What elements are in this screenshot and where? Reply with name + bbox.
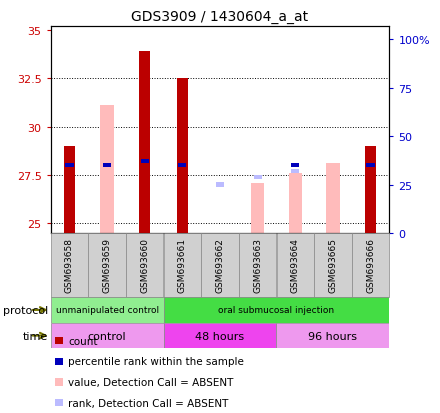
Bar (100, 106, 114, 233)
Text: percentile rank within the sample: percentile rank within the sample (68, 356, 244, 366)
Text: GSM693666: GSM693666 (366, 238, 375, 293)
Bar (178, 164, 187, 168)
Bar (291, 169, 300, 174)
Text: GSM693661: GSM693661 (178, 238, 187, 293)
Text: rank, Detection Call = ABSENT: rank, Detection Call = ABSENT (68, 398, 228, 408)
Text: control: control (88, 331, 126, 341)
Text: 96 hours: 96 hours (308, 331, 357, 341)
FancyBboxPatch shape (276, 323, 389, 349)
FancyBboxPatch shape (352, 233, 389, 297)
Text: GSM693662: GSM693662 (216, 238, 224, 293)
Text: GSM693658: GSM693658 (65, 238, 74, 293)
Text: oral submucosal injection: oral submucosal injection (218, 306, 334, 315)
Text: GSM693665: GSM693665 (328, 238, 337, 293)
FancyBboxPatch shape (88, 233, 126, 297)
Bar (177, 79, 187, 233)
FancyBboxPatch shape (126, 233, 163, 297)
FancyBboxPatch shape (239, 233, 276, 297)
Bar (289, 173, 302, 233)
Bar (291, 164, 300, 168)
Bar (103, 164, 111, 168)
Text: 48 hours: 48 hours (195, 331, 245, 341)
FancyBboxPatch shape (202, 233, 238, 297)
Bar (65, 164, 73, 168)
Bar (326, 164, 340, 233)
Text: GSM693660: GSM693660 (140, 238, 149, 293)
FancyBboxPatch shape (277, 233, 314, 297)
Text: count: count (68, 336, 98, 346)
Bar (251, 183, 264, 233)
Bar (253, 175, 262, 180)
Text: GSM693663: GSM693663 (253, 238, 262, 293)
Text: GDS3909 / 1430604_a_at: GDS3909 / 1430604_a_at (132, 10, 308, 24)
Text: unmanipulated control: unmanipulated control (55, 306, 159, 315)
FancyBboxPatch shape (51, 233, 88, 297)
Bar (367, 164, 375, 168)
FancyBboxPatch shape (314, 233, 352, 297)
FancyBboxPatch shape (164, 323, 276, 349)
Text: time: time (23, 331, 48, 341)
Text: GSM693664: GSM693664 (291, 238, 300, 293)
Bar (216, 183, 224, 187)
FancyBboxPatch shape (51, 297, 164, 323)
Text: GSM693659: GSM693659 (103, 238, 112, 293)
Text: value, Detection Call = ABSENT: value, Detection Call = ABSENT (68, 377, 234, 387)
FancyBboxPatch shape (51, 323, 164, 349)
FancyBboxPatch shape (164, 297, 389, 323)
Bar (140, 160, 149, 164)
Text: protocol: protocol (3, 305, 48, 315)
Bar (64, 147, 75, 233)
FancyBboxPatch shape (164, 233, 201, 297)
Bar (365, 147, 376, 233)
Bar (139, 52, 150, 233)
